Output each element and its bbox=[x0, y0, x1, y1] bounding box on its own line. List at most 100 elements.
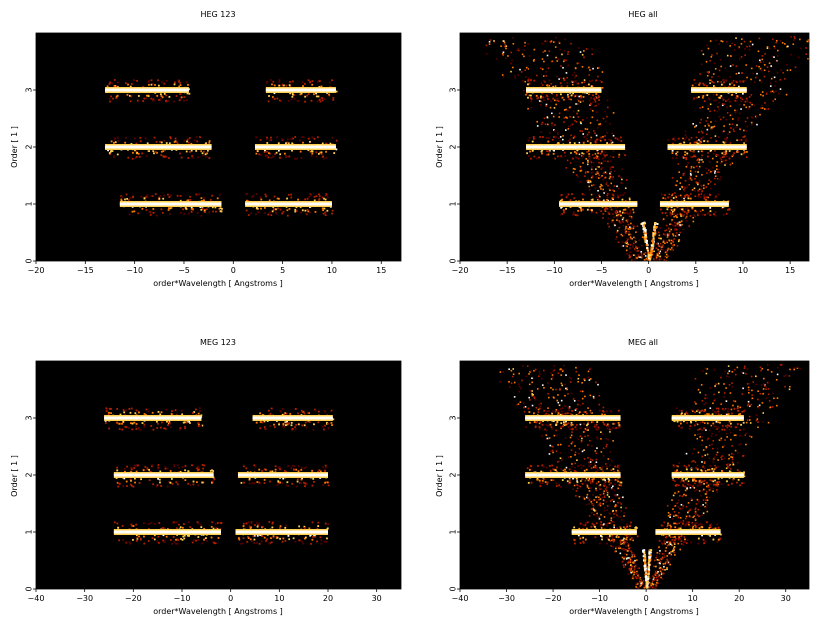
count-pixel bbox=[580, 121, 582, 123]
count-pixel bbox=[585, 428, 587, 430]
count-pixel bbox=[689, 509, 691, 511]
count-pixel bbox=[639, 587, 641, 589]
count-pixel bbox=[165, 409, 167, 411]
count-pixel bbox=[690, 487, 692, 489]
count-pixel bbox=[325, 199, 327, 201]
count-pixel bbox=[292, 138, 294, 140]
count-pixel bbox=[322, 197, 324, 199]
count-pixel bbox=[552, 450, 554, 452]
count-pixel bbox=[572, 441, 574, 443]
count-pixel bbox=[664, 230, 666, 232]
count-pixel bbox=[770, 65, 772, 67]
count-pixel bbox=[656, 243, 658, 245]
count-pixel bbox=[732, 405, 734, 407]
count-pixel bbox=[690, 179, 692, 181]
count-pixel bbox=[317, 522, 319, 524]
count-pixel bbox=[746, 77, 748, 79]
count-pixel bbox=[685, 137, 687, 139]
count-pixel bbox=[672, 551, 674, 553]
count-pixel bbox=[138, 95, 140, 97]
count-pixel bbox=[297, 413, 299, 415]
count-pixel bbox=[708, 125, 710, 127]
count-pixel bbox=[200, 526, 202, 528]
count-pixel bbox=[618, 216, 620, 218]
count-pixel bbox=[663, 569, 665, 571]
count-pixel bbox=[741, 56, 743, 58]
count-pixel bbox=[568, 98, 570, 100]
count-pixel bbox=[144, 197, 146, 199]
count-pixel bbox=[582, 199, 584, 201]
y-tick-label: 0 bbox=[449, 258, 458, 263]
count-pixel bbox=[747, 117, 749, 119]
count-pixel bbox=[674, 511, 676, 513]
count-pixel bbox=[777, 397, 779, 399]
count-pixel bbox=[709, 214, 711, 216]
count-pixel bbox=[617, 196, 619, 198]
count-pixel bbox=[739, 128, 741, 130]
count-pixel bbox=[751, 376, 753, 378]
count-pixel bbox=[159, 482, 161, 484]
count-pixel bbox=[130, 412, 132, 414]
count-pixel bbox=[606, 466, 608, 468]
count-pixel bbox=[620, 516, 622, 518]
count-pixel bbox=[620, 234, 622, 236]
count-pixel bbox=[693, 448, 695, 450]
count-pixel bbox=[723, 82, 725, 84]
count-pixel bbox=[319, 152, 321, 154]
count-pixel bbox=[618, 175, 620, 177]
count-pixel bbox=[547, 55, 549, 57]
count-pixel bbox=[319, 195, 321, 197]
count-pixel bbox=[489, 41, 491, 43]
count-pixel bbox=[723, 125, 725, 127]
count-pixel bbox=[626, 250, 628, 252]
count-pixel bbox=[245, 467, 247, 469]
count-pixel bbox=[257, 526, 259, 528]
count-pixel bbox=[610, 183, 612, 185]
count-pixel bbox=[670, 196, 672, 198]
count-pixel bbox=[767, 47, 769, 49]
count-pixel bbox=[598, 174, 600, 176]
count-pixel bbox=[741, 72, 743, 74]
count-pixel bbox=[555, 37, 557, 39]
count-pixel bbox=[706, 368, 708, 370]
count-pixel bbox=[580, 170, 582, 172]
x-tick-label: 5 bbox=[693, 266, 698, 275]
count-pixel bbox=[649, 586, 651, 588]
count-pixel bbox=[189, 93, 191, 95]
count-pixel bbox=[728, 98, 730, 100]
count-pixel bbox=[623, 225, 625, 227]
count-pixel bbox=[576, 371, 578, 373]
count-pixel bbox=[197, 212, 199, 214]
count-pixel bbox=[600, 502, 602, 504]
count-pixel bbox=[272, 81, 274, 83]
count-pixel bbox=[672, 177, 674, 179]
count-pixel bbox=[641, 253, 643, 255]
count-pixel bbox=[632, 540, 634, 542]
count-pixel bbox=[589, 515, 591, 517]
count-pixel bbox=[582, 451, 584, 453]
count-pixel bbox=[647, 250, 649, 252]
count-pixel bbox=[294, 209, 296, 211]
count-pixel bbox=[543, 75, 545, 77]
count-pixel bbox=[643, 580, 645, 582]
count-pixel bbox=[699, 166, 701, 168]
count-pixel bbox=[580, 101, 582, 103]
count-pixel bbox=[300, 482, 302, 484]
count-pixel bbox=[585, 85, 587, 87]
count-pixel bbox=[260, 208, 262, 210]
count-pixel bbox=[327, 423, 329, 425]
count-pixel bbox=[725, 139, 727, 141]
count-pixel bbox=[579, 99, 581, 101]
count-pixel bbox=[705, 507, 707, 509]
count-pixel bbox=[318, 96, 320, 98]
count-pixel bbox=[675, 538, 677, 540]
count-pixel bbox=[641, 257, 643, 259]
count-pixel bbox=[285, 525, 287, 527]
count-pixel bbox=[680, 215, 682, 217]
count-pixel bbox=[656, 247, 658, 249]
count-pixel bbox=[764, 102, 766, 104]
count-pixel bbox=[171, 543, 173, 545]
count-pixel bbox=[773, 92, 775, 94]
count-pixel bbox=[598, 96, 600, 98]
count-pixel bbox=[628, 257, 630, 259]
